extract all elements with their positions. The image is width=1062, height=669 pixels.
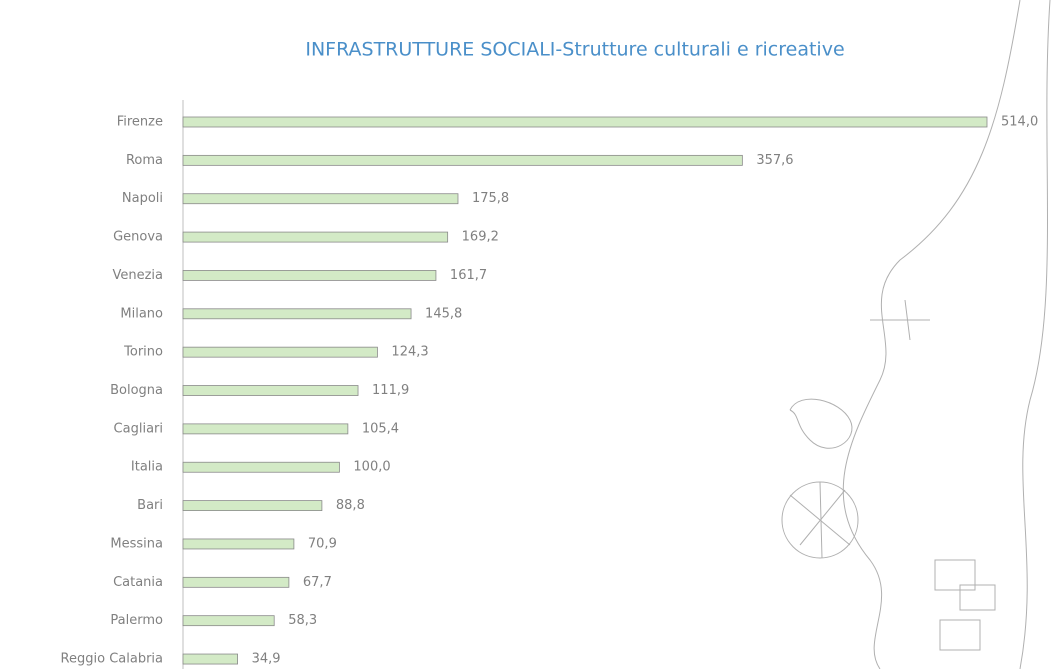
data-label: 111,9 — [372, 383, 409, 398]
data-label: 105,4 — [362, 421, 399, 436]
bar — [182, 500, 323, 512]
chart-title: INFRASTRUTTURE SOCIALI-Strutture cultura… — [305, 39, 844, 61]
data-label: 169,2 — [462, 230, 499, 245]
y-tick-label: Bari — [137, 498, 163, 513]
data-label: 161,7 — [450, 268, 487, 283]
data-label: 34,9 — [252, 652, 281, 667]
y-tick-label: Roma — [126, 153, 163, 168]
y-tick-label: Milano — [120, 306, 163, 321]
data-label: 175,8 — [472, 191, 509, 206]
data-label: 88,8 — [336, 498, 365, 513]
background-decoration — [781, 0, 1051, 669]
bar — [182, 154, 743, 166]
bar — [182, 193, 459, 205]
data-label: 145,8 — [425, 306, 462, 321]
data-label: 58,3 — [288, 613, 317, 628]
y-tick-label: Messina — [110, 536, 163, 551]
y-tick-label: Torino — [123, 345, 163, 360]
bar — [182, 423, 349, 435]
data-label: 357,6 — [756, 153, 793, 168]
y-tick-label: Reggio Calabria — [61, 652, 163, 667]
y-tick-label: Firenze — [117, 115, 163, 130]
data-label: 100,0 — [353, 460, 390, 475]
bar — [182, 576, 290, 588]
data-label: 67,7 — [303, 575, 332, 590]
bar — [182, 308, 412, 320]
y-tick-label: Venezia — [112, 268, 163, 283]
y-tick-label: Catania — [113, 575, 163, 590]
bar — [182, 385, 359, 396]
data-label: 514,0 — [1001, 115, 1038, 130]
y-tick-label: Palermo — [110, 613, 163, 628]
y-tick-label: Genova — [113, 230, 163, 245]
bar — [182, 538, 295, 550]
y-tick-label: Bologna — [110, 383, 163, 398]
bar — [182, 346, 378, 358]
data-label: 70,9 — [308, 536, 337, 551]
y-tick-label: Cagliari — [114, 421, 163, 436]
bar — [182, 116, 988, 128]
bar — [182, 270, 437, 281]
bar — [182, 615, 275, 627]
data-label: 124,3 — [391, 345, 428, 360]
bar — [182, 231, 449, 243]
y-tick-label: Napoli — [122, 191, 163, 206]
bar — [182, 461, 340, 473]
y-tick-label: Italia — [131, 460, 163, 475]
bar — [182, 653, 238, 665]
